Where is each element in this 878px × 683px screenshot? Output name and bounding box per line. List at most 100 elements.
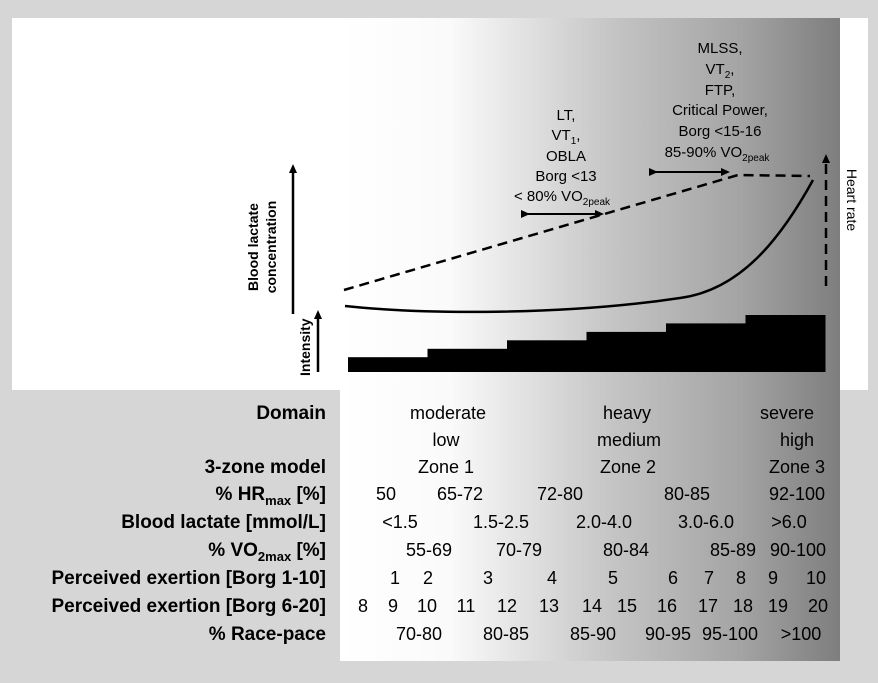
racepace-value: 90-95: [645, 624, 691, 644]
intensity-axis-label: Intensity: [297, 318, 313, 376]
borg10-value: 7: [704, 568, 714, 588]
intensity-step: [348, 357, 428, 372]
borg10-value: 3: [483, 568, 493, 588]
racepace-value: >100: [781, 624, 822, 644]
vo2-value: 90-100: [770, 540, 826, 560]
borg-13-label: Borg <13: [535, 168, 596, 185]
lt-label: LT,: [557, 107, 576, 124]
lactate-value: <1.5: [382, 512, 418, 532]
lactate-values: <1.5 1.5-2.5 2.0-4.0 3.0-6.0 >6.0: [382, 512, 807, 532]
race-pace-values: 70-80 80-85 85-90 90-95 95-100 >100: [396, 624, 821, 644]
racepace-value: 80-85: [483, 624, 529, 644]
borg20-value: 9: [388, 596, 398, 616]
ftp-label: FTP,: [705, 82, 736, 99]
borg10-value: 2: [423, 568, 433, 588]
zone-model-row-label: 3-zone model: [205, 457, 326, 478]
blood-lactate-curve: [344, 179, 815, 314]
level-medium: medium: [597, 430, 661, 450]
racepace-value: 85-90: [570, 624, 616, 644]
level-high: high: [780, 430, 814, 450]
borg20-value: 17: [698, 596, 718, 616]
borg20-value: 8: [358, 596, 368, 616]
domain-row-label: Domain: [256, 403, 326, 424]
vo2-value: 55-69: [406, 540, 452, 560]
intensity-step: [666, 323, 746, 372]
intensity-step: [507, 340, 587, 372]
mlss-threshold-annotation: MLSS, VT2, FTP, Critical Power, Borg <15…: [649, 40, 771, 176]
domain-severe: severe: [760, 403, 814, 423]
intensity-staircase: [348, 315, 826, 372]
mlss-label: MLSS,: [697, 40, 742, 57]
borg20-value: 20: [808, 596, 828, 616]
critical-power-label: Critical Power,: [672, 102, 768, 119]
heart-rate-dashed-line: [343, 173, 811, 292]
borg20-value: 11: [457, 596, 476, 616]
borg10-value: 1: [390, 568, 400, 588]
heart-rate-axis-label: Heart rate: [844, 169, 860, 231]
vo2-value: 80-84: [603, 540, 649, 560]
obla-label: OBLA: [546, 148, 586, 165]
borg10-value: 5: [608, 568, 618, 588]
intensity-step: [427, 348, 508, 372]
borg20-value: 18: [733, 596, 753, 616]
hrmax-value: 65-72: [437, 484, 483, 504]
vo2peak-85-90-label: 85-90% VO2peak: [665, 144, 771, 164]
race-pace-row-label: % Race-pace: [209, 624, 326, 645]
blood-lactate-axis-label-line1: Blood lactate: [245, 203, 261, 291]
vo2peak-80-label: < 80% VO2peak: [514, 188, 611, 208]
borg10-value: 9: [768, 568, 778, 588]
borg20-value: 13: [539, 596, 559, 616]
intensity-step: [586, 331, 667, 372]
lt-threshold-annotation: LT, VT1, OBLA Borg <13 < 80% VO2peak: [514, 107, 611, 218]
vo2-value: 85-89: [710, 540, 756, 560]
borg10-value: 4: [547, 568, 557, 588]
vt2-label: VT2,: [706, 61, 735, 81]
hrmax-value: 80-85: [664, 484, 710, 504]
borg-6-20-row-label: Perceived exertion [Borg 6-20]: [51, 596, 326, 617]
hrmax-value: 50: [376, 484, 396, 504]
borg20-value: 16: [657, 596, 677, 616]
borg10-value: 6: [668, 568, 678, 588]
hrmax-row-label: % HRmax [%]: [216, 484, 326, 508]
domain-heavy: heavy: [603, 403, 651, 423]
racepace-value: 95-100: [702, 624, 758, 644]
level-values: low medium high: [432, 430, 814, 450]
borg20-value: 15: [617, 596, 637, 616]
borg-6-20-values: 8 9 10 11 12 13 14 15 16 17 18 19 20: [358, 596, 828, 616]
borg-1-10-values: 1 2 3 4 5 6 7 8 9 10: [390, 568, 826, 588]
right-margin-panel: [840, 18, 868, 390]
borg10-value: 8: [736, 568, 746, 588]
lactate-value: 1.5-2.5: [473, 512, 529, 532]
borg20-value: 10: [417, 596, 437, 616]
vt1-label: VT1,: [552, 127, 581, 147]
blood-lactate-axis-label-line2: concentration: [263, 201, 279, 294]
borg20-value: 12: [497, 596, 517, 616]
intensity-step: [745, 315, 826, 372]
vo2-value: 70-79: [496, 540, 542, 560]
lactate-value: 3.0-6.0: [678, 512, 734, 532]
blood-lactate-row-label: Blood lactate [mmol/L]: [121, 512, 326, 533]
domain-moderate: moderate: [410, 403, 486, 423]
borg20-value: 14: [582, 596, 602, 616]
vo2-values: 55-69 70-79 80-84 85-89 90-100: [406, 540, 826, 560]
domain-values: moderate heavy severe: [410, 403, 814, 423]
zone-1: Zone 1: [418, 457, 474, 477]
lactate-value: >6.0: [771, 512, 807, 532]
level-low: low: [432, 430, 460, 450]
racepace-value: 70-80: [396, 624, 442, 644]
hrmax-value: 72-80: [537, 484, 583, 504]
vo2max-row-label: % VO2max [%]: [208, 540, 326, 564]
borg10-value: 10: [806, 568, 826, 588]
zone-3: Zone 3: [769, 457, 825, 477]
zone-values: Zone 1 Zone 2 Zone 3: [418, 457, 825, 477]
zone-2: Zone 2: [600, 457, 656, 477]
lactate-value: 2.0-4.0: [576, 512, 632, 532]
borg-15-16-label: Borg <15-16: [679, 123, 762, 140]
hrmax-values: 50 65-72 72-80 80-85 92-100: [376, 484, 825, 504]
hrmax-value: 92-100: [769, 484, 825, 504]
borg20-value: 19: [768, 596, 788, 616]
borg-1-10-row-label: Perceived exertion [Borg 1-10]: [51, 568, 326, 589]
row-labels: Domain 3-zone model % HRmax [%] Blood la…: [51, 403, 326, 645]
